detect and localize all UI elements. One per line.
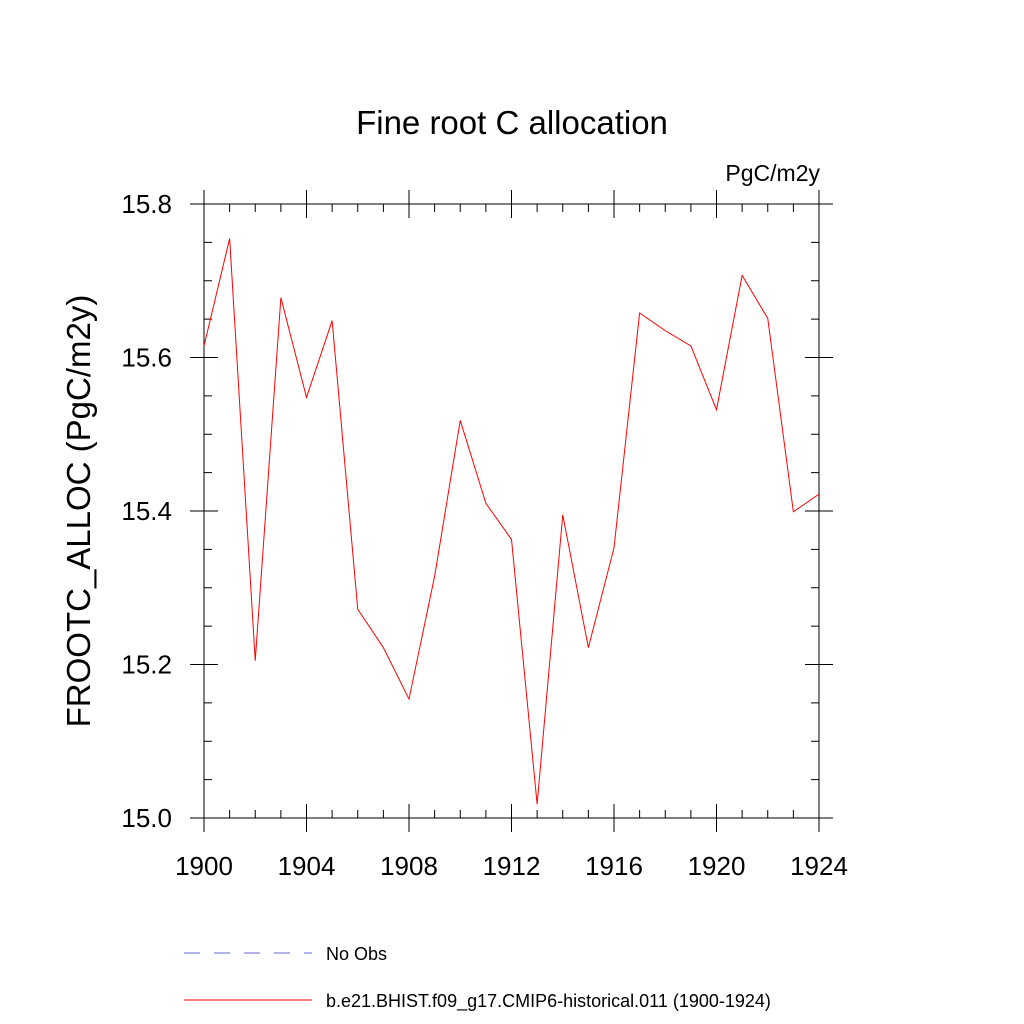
major-ticks	[190, 190, 833, 832]
x-tick-label: 1900	[175, 851, 233, 881]
x-tick-label: 1908	[380, 851, 438, 881]
y-tick-label: 15.2	[121, 650, 172, 680]
y-tick-label: 15.0	[121, 803, 172, 833]
y-tick-label: 15.4	[121, 496, 172, 526]
y-tick-label: 15.8	[121, 189, 172, 219]
y-axis-label: FROOTC_ALLOC (PgC/m2y)	[60, 295, 97, 728]
legend-label-historical: b.e21.BHIST.f09_g17.CMIP6-historical.011…	[326, 991, 771, 1012]
plot-frame	[203, 203, 820, 819]
legend-label-no-obs: No Obs	[326, 944, 387, 964]
chart-title: Fine root C allocation	[356, 104, 668, 141]
x-tick-label: 1912	[483, 851, 541, 881]
tick-labels: 1900 1904 1908 1912 1916 1920 1924 15.0 15.2 15.4…	[121, 189, 848, 881]
series-line	[203, 238, 820, 805]
x-tick-label: 1920	[688, 851, 746, 881]
y-tick-label: 15.6	[121, 343, 172, 373]
legend: No Obs b.e21.BHIST.f09_g17.CMIP6-histori…	[184, 944, 771, 1012]
units-label: PgC/m2y	[725, 160, 820, 186]
series-group	[203, 238, 820, 805]
x-tick-label: 1904	[278, 851, 336, 881]
x-tick-label: 1916	[585, 851, 643, 881]
minor-ticks	[204, 204, 819, 818]
x-tick-label: 1924	[790, 851, 848, 881]
